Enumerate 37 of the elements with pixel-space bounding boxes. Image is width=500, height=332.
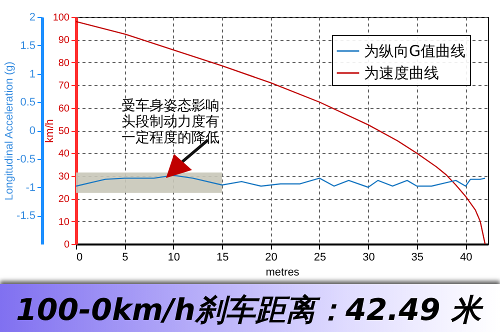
y2-tick-label: -1.5 bbox=[16, 210, 36, 222]
line-series bbox=[75, 20, 486, 245]
y-tick-label: 100 bbox=[52, 12, 70, 24]
y2-tick-label: -0.5 bbox=[16, 153, 36, 166]
annotation: 受车身姿态影响头段制动力度有一定程度的降低 bbox=[121, 98, 220, 146]
x-tick-label: 30 bbox=[362, 252, 375, 264]
x-tick-label: 35 bbox=[411, 252, 424, 264]
y-tick-label: 90 bbox=[58, 35, 70, 46]
legend-label: 为速度曲线 bbox=[364, 64, 439, 82]
text: 100-0km/h刹车距离：42.49 米 bbox=[0, 284, 500, 331]
x-tick-label: 0 bbox=[76, 252, 83, 264]
y-tick-label: 60 bbox=[58, 103, 70, 114]
y-tick-label: 0 bbox=[64, 240, 70, 250]
x-tick-label: 40 bbox=[460, 252, 472, 264]
y-tick-label: 70 bbox=[58, 80, 70, 92]
y2-tick-label: 1.5 bbox=[20, 40, 36, 52]
y2-tick-label: 1 bbox=[29, 68, 36, 80]
x-tick-label: 10 bbox=[168, 252, 180, 264]
x-tick-label: 25 bbox=[314, 252, 326, 264]
y-tick-label: 30 bbox=[58, 171, 70, 182]
y2-tick-label: 2 bbox=[29, 12, 36, 24]
y2-tick-label: -1 bbox=[26, 182, 36, 194]
legend-label: 为纵向G值曲线 bbox=[364, 42, 466, 60]
x-tick-label: 20 bbox=[265, 252, 278, 264]
y2-tick-label: 0.5 bbox=[20, 96, 36, 109]
x-tick-label: 5 bbox=[122, 252, 128, 264]
y-axis-title: km/h bbox=[44, 119, 56, 143]
y-tick-label: 50 bbox=[58, 126, 70, 137]
y2-tick-label: 0 bbox=[29, 125, 36, 137]
y-tick-label: 20 bbox=[58, 194, 70, 206]
y-tick-label: 40 bbox=[58, 148, 70, 160]
x-tick-label: 15 bbox=[216, 252, 229, 264]
line-series bbox=[75, 174, 486, 188]
x-axis-title: metres bbox=[266, 266, 300, 278]
y2-axis-title: Longitudinal Acceleration (g) bbox=[4, 62, 16, 200]
y-tick-label: 10 bbox=[58, 216, 70, 228]
y-tick-label: 80 bbox=[58, 58, 70, 69]
